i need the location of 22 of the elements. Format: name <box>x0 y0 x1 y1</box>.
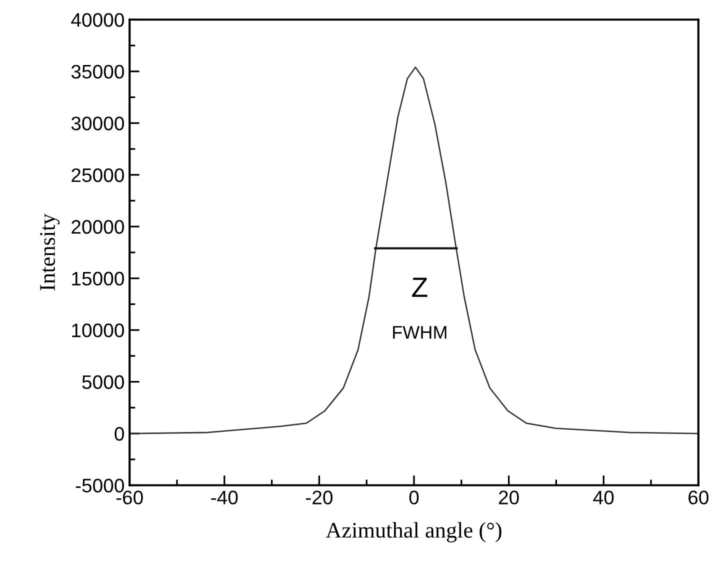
y-tick-label: 10000 <box>72 324 124 338</box>
annotation: FWHM <box>393 326 446 339</box>
x-tick-label: 20 <box>498 490 519 504</box>
x-tick-label: 60 <box>688 490 708 504</box>
y-tick-label: -5000 <box>76 478 124 492</box>
y-tick-label: 40000 <box>71 13 124 27</box>
y-tick-label: 35000 <box>71 64 124 79</box>
x-tick-label: 0 <box>409 490 419 504</box>
annotation: Z <box>412 278 428 297</box>
y-axis-title: Intensity <box>40 214 60 291</box>
y-tick-label: 20000 <box>72 220 124 234</box>
x-tick-label: -40 <box>211 490 238 504</box>
y-tick-label: 5000 <box>82 375 124 390</box>
x-axis-title: Azimuthal angle (°) <box>326 522 502 542</box>
y-tick-label: 0 <box>114 426 124 441</box>
y-tick-label: 15000 <box>72 272 124 286</box>
x-tick-label: 40 <box>593 490 614 504</box>
line-series <box>130 66 698 434</box>
y-tick-label: 25000 <box>72 168 124 182</box>
x-tick-label: -60 <box>116 490 143 504</box>
x-tick-label: -20 <box>306 490 332 504</box>
y-tick-label: 30000 <box>71 116 124 130</box>
